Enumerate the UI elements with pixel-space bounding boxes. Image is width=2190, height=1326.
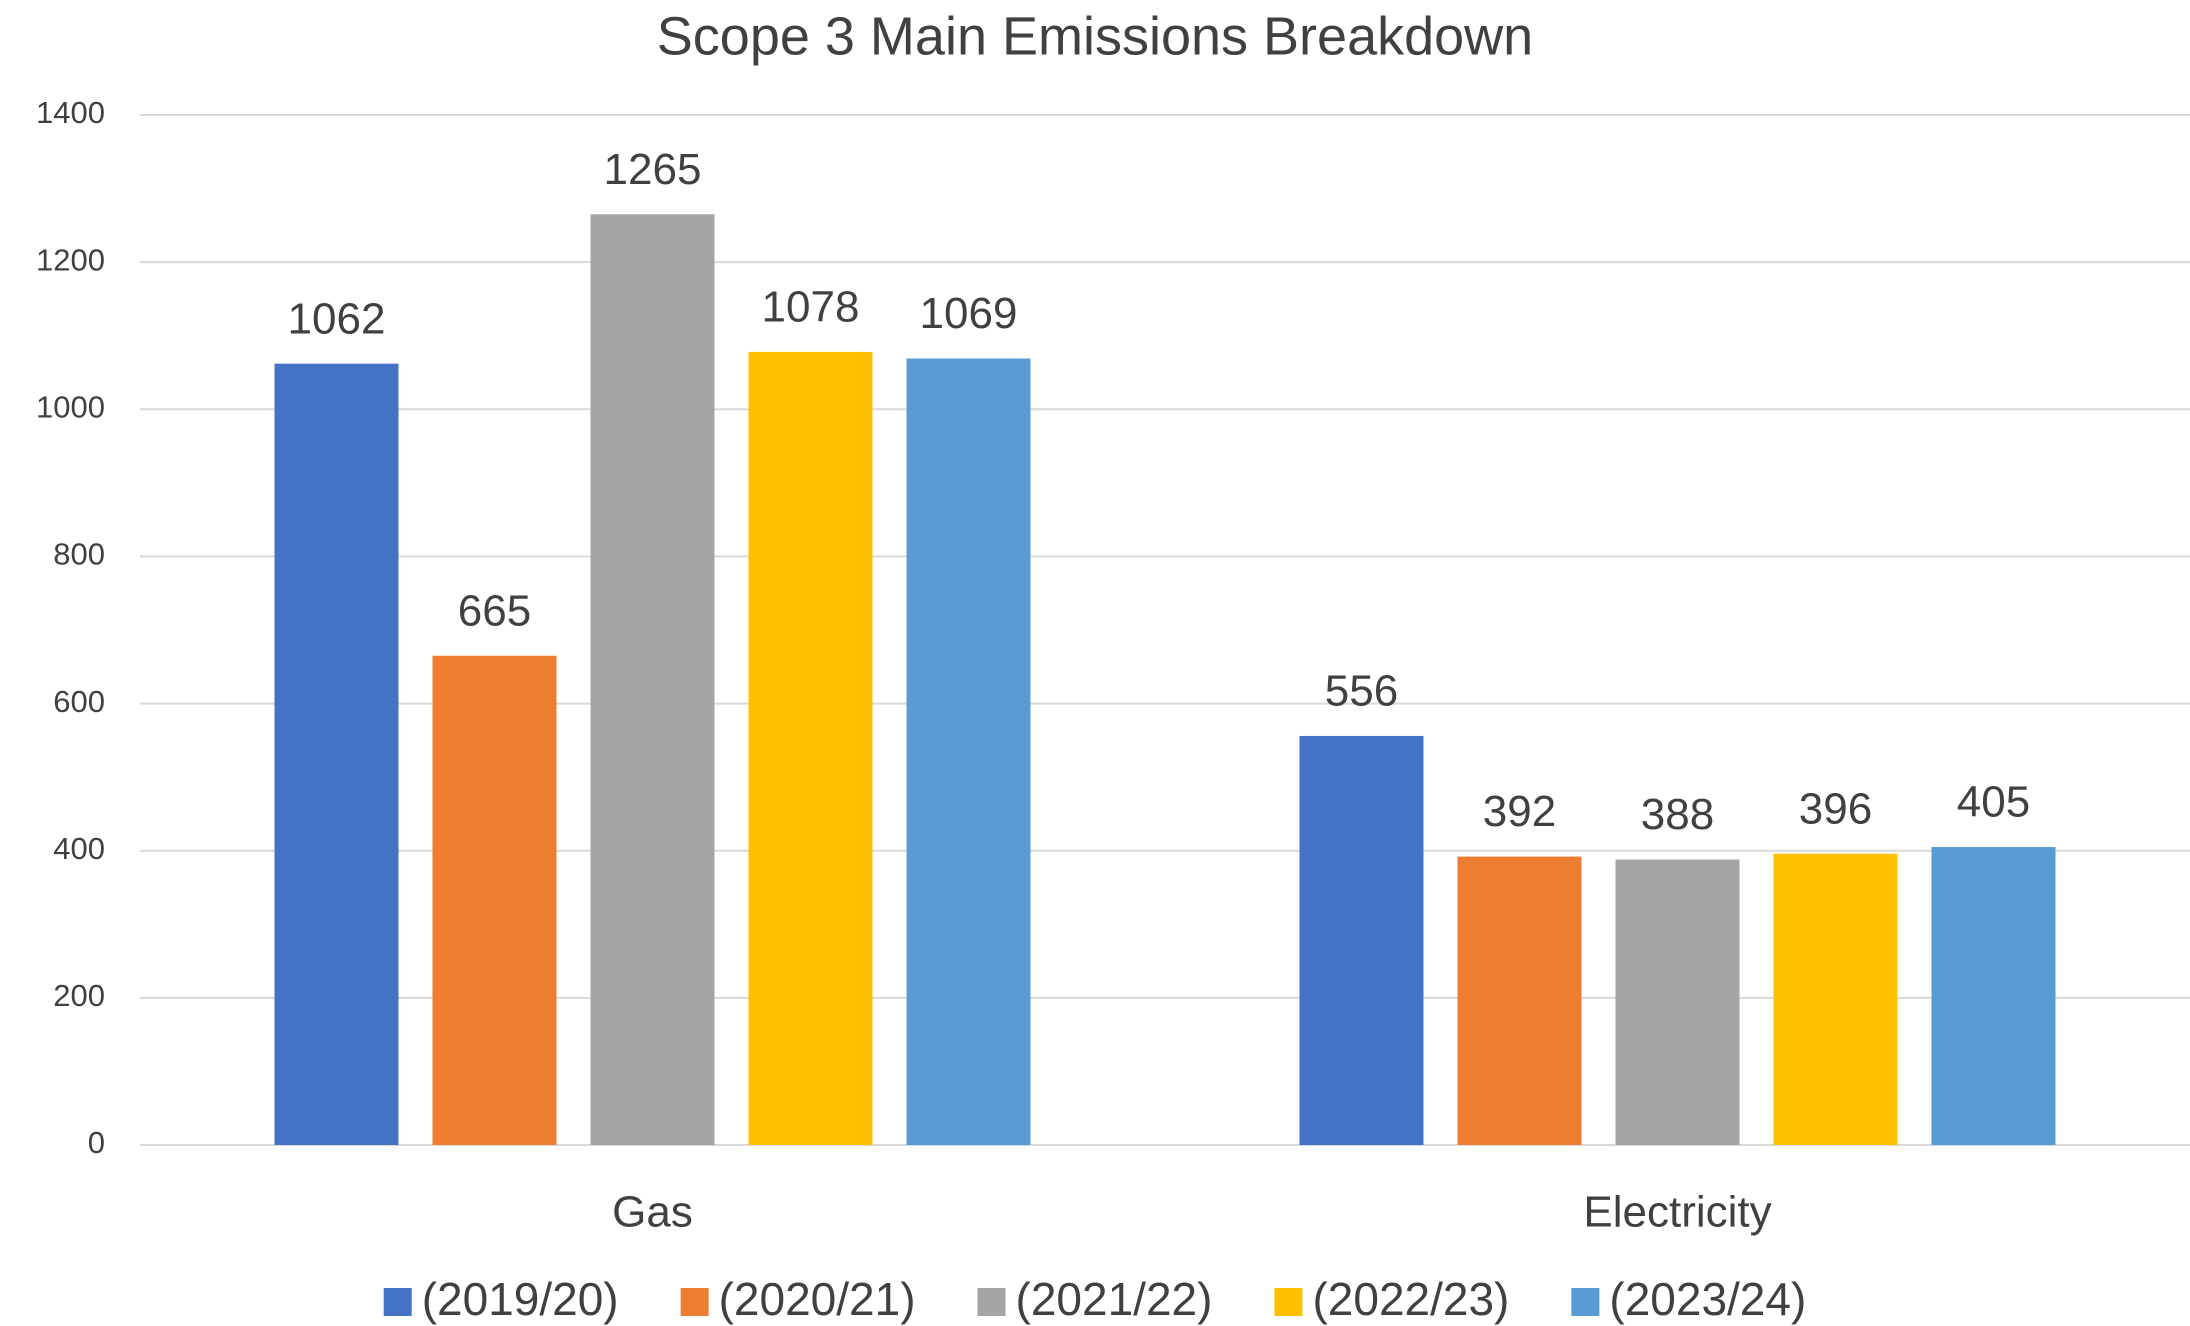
y-tick-label: 1200 (36, 242, 105, 277)
data-label: 1062 (288, 294, 386, 343)
legend-swatch (1274, 1288, 1303, 1316)
x-tick-label: Gas (612, 1188, 693, 1237)
legend-swatch (1571, 1288, 1600, 1316)
data-label: 405 (1957, 778, 2030, 827)
bar (1773, 853, 1898, 1145)
legend-swatch (383, 1288, 412, 1316)
legend-label: (2021/22) (1016, 1273, 1213, 1325)
legend-label: (2023/24) (1609, 1273, 1806, 1325)
data-label: 665 (458, 586, 531, 635)
data-label: 1078 (762, 283, 860, 332)
bar (274, 363, 399, 1146)
y-tick-label: 400 (53, 831, 105, 866)
y-tick-label: 800 (53, 537, 105, 572)
chart-title: Scope 3 Main Emissions Breakdown (657, 6, 1533, 66)
y-tick-label: 1400 (36, 95, 105, 130)
x-tick-label: Electricity (1583, 1188, 1771, 1237)
y-tick-label: 0 (88, 1125, 105, 1160)
bar (1299, 735, 1424, 1145)
legend-label: (2022/23) (1312, 1273, 1509, 1325)
bar (1615, 859, 1740, 1145)
bar (432, 655, 557, 1145)
bar (906, 358, 1031, 1145)
legend-label: (2019/20) (422, 1273, 619, 1325)
data-label: 556 (1325, 667, 1398, 716)
y-tick-label: 600 (53, 684, 105, 719)
data-label: 392 (1483, 787, 1556, 836)
data-label: 388 (1641, 790, 1714, 839)
data-label: 396 (1799, 784, 1872, 833)
bar (1457, 856, 1582, 1145)
bar (748, 351, 873, 1145)
y-tick-label: 1000 (36, 389, 105, 424)
legend-swatch (977, 1288, 1006, 1316)
legend-label: (2020/21) (719, 1273, 916, 1325)
legend-swatch (680, 1288, 709, 1316)
data-label: 1265 (604, 145, 702, 194)
data-label: 1069 (920, 289, 1018, 338)
y-tick-label: 200 (53, 978, 105, 1013)
bar (590, 214, 715, 1146)
bar (1931, 847, 2056, 1145)
